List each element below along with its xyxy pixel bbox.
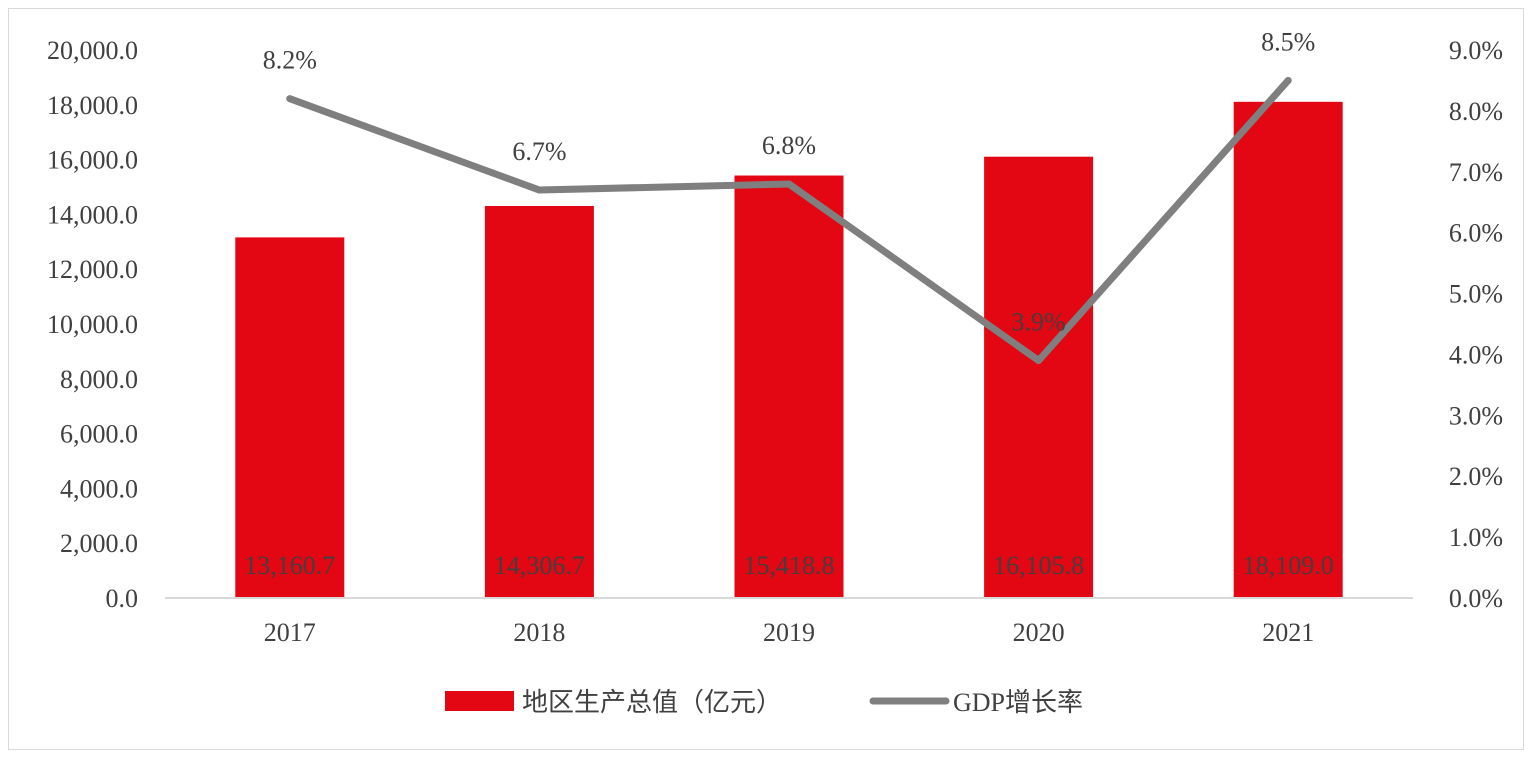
left-tick-label: 0.0 — [106, 584, 139, 613]
line-data-label: 8.5% — [1261, 27, 1315, 56]
right-tick-label: 2.0% — [1449, 462, 1503, 491]
right-tick-label: 1.0% — [1449, 523, 1503, 552]
x-tick-label: 2017 — [264, 618, 316, 647]
right-axis-ticks: 0.0% 1.0% 2.0% 3.0% 4.0% 5.0% 6.0% 7.0% 8.0% 9.0% — [1449, 36, 1503, 613]
bar-data-label: 18,109.0 — [1243, 551, 1334, 580]
left-tick-label: 10,000.0 — [47, 310, 138, 339]
right-tick-label: 5.0% — [1449, 280, 1503, 309]
bar-2017 — [235, 237, 345, 598]
left-tick-label: 20,000.0 — [47, 36, 138, 65]
growth-rate-point — [535, 186, 543, 194]
bar-data-label: 14,306.7 — [494, 551, 585, 580]
x-tick-label: 2020 — [1013, 618, 1065, 647]
left-tick-label: 16,000.0 — [47, 146, 138, 175]
line-series — [286, 76, 1292, 365]
bar-data-label: 15,418.8 — [744, 551, 835, 580]
x-axis-ticks: 2017 2018 2019 2020 2021 — [264, 618, 1314, 647]
legend: 地区生产总值（亿元） GDP增长率 — [445, 688, 1083, 717]
growth-rate-point — [1035, 357, 1043, 365]
right-tick-label: 0.0% — [1449, 584, 1503, 613]
left-tick-label: 18,000.0 — [47, 91, 138, 120]
left-tick-label: 8,000.0 — [60, 365, 138, 394]
line-data-labels: 8.2% 6.7% 6.8% 3.9% 8.5% — [263, 27, 1316, 336]
bar-data-labels: 13,160.7 14,306.7 15,418.8 16,105.8 18,109.0 — [244, 551, 1333, 580]
left-tick-label: 6,000.0 — [60, 420, 138, 449]
right-tick-label: 6.0% — [1449, 219, 1503, 248]
left-tick-label: 4,000.0 — [60, 474, 138, 503]
line-data-label: 8.2% — [263, 46, 317, 75]
line-data-label: 6.8% — [762, 131, 816, 160]
growth-rate-point — [286, 95, 294, 103]
right-tick-label: 9.0% — [1449, 36, 1503, 65]
left-axis-ticks: 0.0 2,000.0 4,000.0 6,000.0 8,000.0 10,000.0 1… — [47, 36, 138, 613]
legend-bar-swatch — [445, 691, 514, 711]
line-data-label: 6.7% — [512, 137, 566, 166]
bar-2021 — [1233, 101, 1343, 598]
x-tick-label: 2021 — [1262, 618, 1314, 647]
legend-bar-label: 地区生产总值（亿元） — [522, 688, 782, 717]
bar-2020 — [984, 156, 1094, 598]
x-tick-label: 2019 — [763, 618, 815, 647]
right-tick-label: 8.0% — [1449, 97, 1503, 126]
bar-data-label: 16,105.8 — [993, 551, 1084, 580]
bar-series — [235, 101, 1343, 599]
line-data-label: 3.9% — [1012, 308, 1066, 337]
left-tick-label: 14,000.0 — [47, 200, 138, 229]
growth-rate-point — [785, 180, 793, 188]
x-tick-label: 2018 — [513, 618, 565, 647]
left-tick-label: 2,000.0 — [60, 529, 138, 558]
legend-line-label: GDP增长率 — [953, 688, 1083, 717]
bar-2019 — [734, 175, 844, 598]
left-tick-label: 12,000.0 — [47, 255, 138, 284]
right-tick-label: 7.0% — [1449, 158, 1503, 187]
right-tick-label: 4.0% — [1449, 340, 1503, 369]
bar-2018 — [484, 205, 594, 599]
right-tick-label: 3.0% — [1449, 401, 1503, 430]
bar-data-label: 13,160.7 — [244, 551, 335, 580]
growth-rate-point — [1284, 76, 1292, 84]
